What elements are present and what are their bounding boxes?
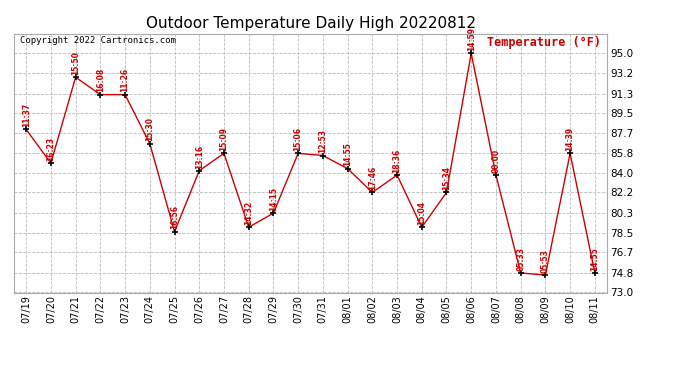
Text: 14:55: 14:55 [343,142,352,166]
Text: 18:36: 18:36 [393,148,402,173]
Text: 16:08: 16:08 [96,68,105,93]
Text: Temperature (°F): Temperature (°F) [487,36,601,50]
Text: 11:37: 11:37 [21,103,30,127]
Text: 05:33: 05:33 [516,247,525,271]
Text: 13:16: 13:16 [195,144,204,168]
Text: 14:15: 14:15 [269,187,278,211]
Text: 11:26: 11:26 [121,68,130,93]
Text: 15:04: 15:04 [417,201,426,225]
Text: 16:56: 16:56 [170,206,179,230]
Text: 12:53: 12:53 [318,129,327,153]
Text: 15:34: 15:34 [442,166,451,190]
Text: 16:23: 16:23 [46,137,55,161]
Text: 15:09: 15:09 [219,127,228,151]
Text: 14:32: 14:32 [244,201,253,225]
Title: Outdoor Temperature Daily High 20220812: Outdoor Temperature Daily High 20220812 [146,16,475,31]
Text: 05:53: 05:53 [541,249,550,273]
Text: Copyright 2022 Cartronics.com: Copyright 2022 Cartronics.com [20,36,176,45]
Text: 15:30: 15:30 [146,117,155,141]
Text: 14:39: 14:39 [566,127,575,151]
Text: 00:00: 00:00 [491,149,500,173]
Text: 14:59: 14:59 [466,27,475,51]
Text: 14:55: 14:55 [591,247,600,271]
Text: 15:50: 15:50 [71,51,80,75]
Text: 15:06: 15:06 [294,127,303,151]
Text: 17:46: 17:46 [368,166,377,190]
